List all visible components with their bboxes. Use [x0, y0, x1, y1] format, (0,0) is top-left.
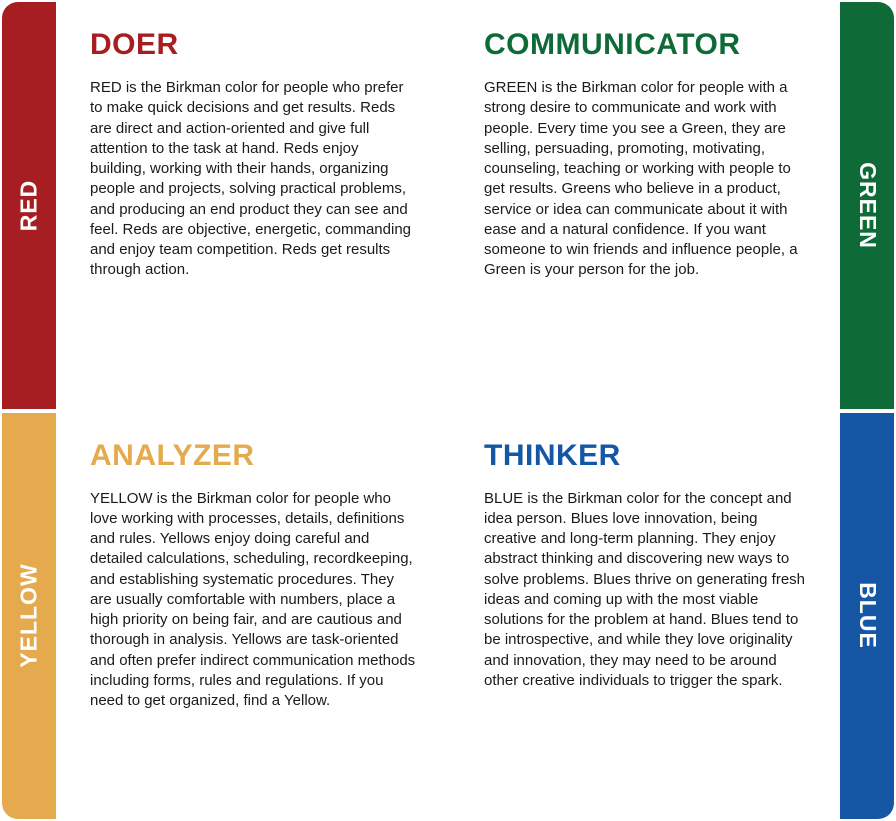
title-doer: DOER: [90, 28, 416, 62]
content-blue: THINKER BLUE is the Birkman color for th…: [450, 413, 840, 820]
tab-label-yellow: YELLOW: [16, 564, 43, 668]
quadrant-red: RED DOER RED is the Birkman color for pe…: [2, 2, 446, 409]
title-communicator: COMMUNICATOR: [484, 28, 810, 62]
body-thinker: BLUE is the Birkman color for the concep…: [484, 489, 810, 692]
tab-blue: BLUE: [840, 413, 894, 820]
tab-yellow: YELLOW: [2, 413, 56, 820]
content-red: DOER RED is the Birkman color for people…: [56, 2, 446, 409]
tab-green: GREEN: [840, 2, 894, 409]
title-thinker: THINKER: [484, 439, 810, 473]
content-green: COMMUNICATOR GREEN is the Birkman color …: [450, 2, 840, 409]
body-communicator: GREEN is the Birkman color for people wi…: [484, 78, 810, 281]
tab-red: RED: [2, 2, 56, 409]
quadrant-green: COMMUNICATOR GREEN is the Birkman color …: [450, 2, 894, 409]
body-analyzer: YELLOW is the Birkman color for people w…: [90, 489, 416, 712]
tab-label-green: GREEN: [854, 162, 881, 249]
title-analyzer: ANALYZER: [90, 439, 416, 473]
tab-label-blue: BLUE: [854, 582, 881, 649]
tab-label-red: RED: [16, 179, 43, 231]
birkman-quadrant-grid: RED DOER RED is the Birkman color for pe…: [0, 0, 896, 821]
quadrant-blue: THINKER BLUE is the Birkman color for th…: [450, 413, 894, 820]
body-doer: RED is the Birkman color for people who …: [90, 78, 416, 281]
content-yellow: ANALYZER YELLOW is the Birkman color for…: [56, 413, 446, 820]
quadrant-yellow: YELLOW ANALYZER YELLOW is the Birkman co…: [2, 413, 446, 820]
